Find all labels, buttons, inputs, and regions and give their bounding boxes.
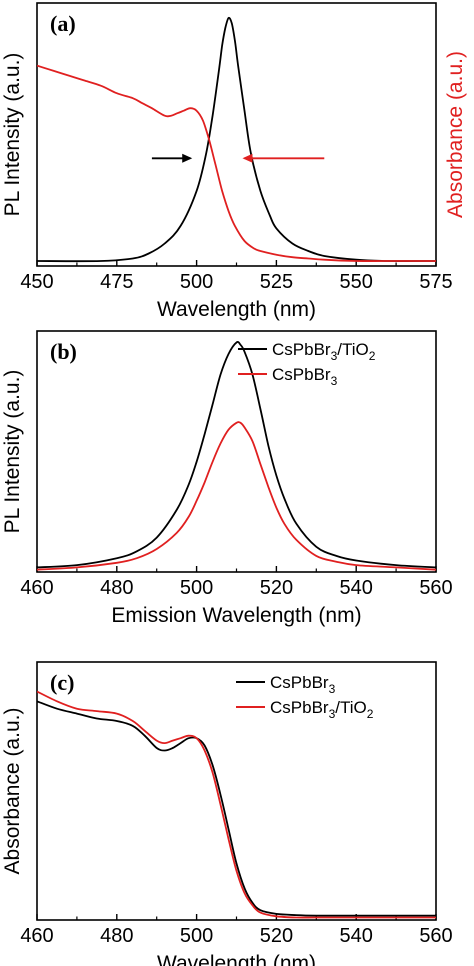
panel-c-legend-label-2: CsPbBr3/TiO2	[270, 698, 374, 721]
panel-a-series-line-2	[37, 64, 436, 262]
panel-c-series-line-2	[37, 690, 436, 919]
panel-b-legend-label-1: CsPbBr3/TiO2	[272, 340, 376, 363]
panel-c-x-tick-label: 500	[180, 925, 213, 947]
panel-c-series-line-1	[37, 700, 436, 917]
panel-b-x-tick-label: 520	[260, 577, 293, 599]
panel-a-plot-frame	[36, 2, 437, 267]
panel-b-x-tick-label: 460	[20, 577, 53, 599]
panel-b-plot-frame	[36, 330, 437, 573]
panel-b-series-line-2	[37, 421, 436, 571]
panel-a-x-tick-label: 500	[180, 271, 213, 293]
panel-b-x-tick-label: 540	[340, 577, 373, 599]
panel-b-legend-label-2: CsPbBr3	[272, 365, 338, 388]
panel-c-x-tick-label: 460	[20, 925, 53, 947]
panel-a-x-tick-label: 475	[100, 271, 133, 293]
panel-c-legend-label-1: CsPbBr3	[270, 673, 336, 696]
panel-a-x-tick-label: 575	[419, 271, 452, 293]
panel-b-x-axis-title: Emission Wavelength (nm)	[111, 604, 361, 627]
panel-a-series-line-1	[37, 16, 436, 263]
panel-a-y-axis-title-right: Absorbance (a.u.)	[444, 51, 467, 218]
panel-c-x-tick-label: 560	[419, 925, 452, 947]
panel-b-x-tick-label: 500	[180, 577, 213, 599]
panel-c-x-axis-title: Wavelength (nm)	[157, 952, 316, 966]
panel-c-label: (c)	[50, 670, 74, 695]
panel-a-x-axis-title: Wavelength (nm)	[157, 298, 316, 321]
panel-b-label: (b)	[50, 339, 77, 364]
panel-a-x-tick-label: 525	[260, 271, 293, 293]
panel-a-arrow-right-head	[182, 153, 193, 163]
panel-b-y-axis-title: PL Intensity (a.u.)	[1, 370, 24, 534]
panel-c-y-axis-title: Absorbance (a.u.)	[1, 708, 24, 875]
panel-c-x-tick-label: 520	[260, 925, 293, 947]
panel-b-x-tick-label: 480	[100, 577, 133, 599]
panel-a-x-tick-label: 450	[20, 271, 53, 293]
panel-a-label: (a)	[50, 11, 76, 36]
panel-c-plot-frame	[36, 661, 437, 921]
panel-a-y-axis-title: PL Intensity (a.u.)	[1, 53, 24, 217]
panel-c-x-tick-label: 540	[340, 925, 373, 947]
panel-b-series-line-1	[37, 341, 436, 569]
panel-c-x-tick-label: 480	[100, 925, 133, 947]
panel-a-x-tick-label: 550	[340, 271, 373, 293]
panel-b-x-tick-label: 560	[419, 577, 452, 599]
panel-a-arrow-left-head	[242, 153, 253, 163]
